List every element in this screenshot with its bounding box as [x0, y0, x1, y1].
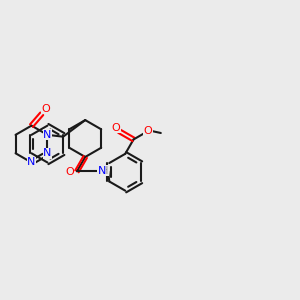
Text: O: O — [65, 167, 74, 177]
Text: O: O — [111, 123, 120, 133]
Text: H: H — [101, 166, 109, 176]
Text: N: N — [43, 130, 52, 140]
Text: N: N — [43, 148, 52, 158]
Text: O: O — [143, 126, 152, 136]
Text: O: O — [42, 104, 50, 114]
Text: N: N — [27, 158, 36, 167]
Text: N: N — [98, 166, 106, 176]
